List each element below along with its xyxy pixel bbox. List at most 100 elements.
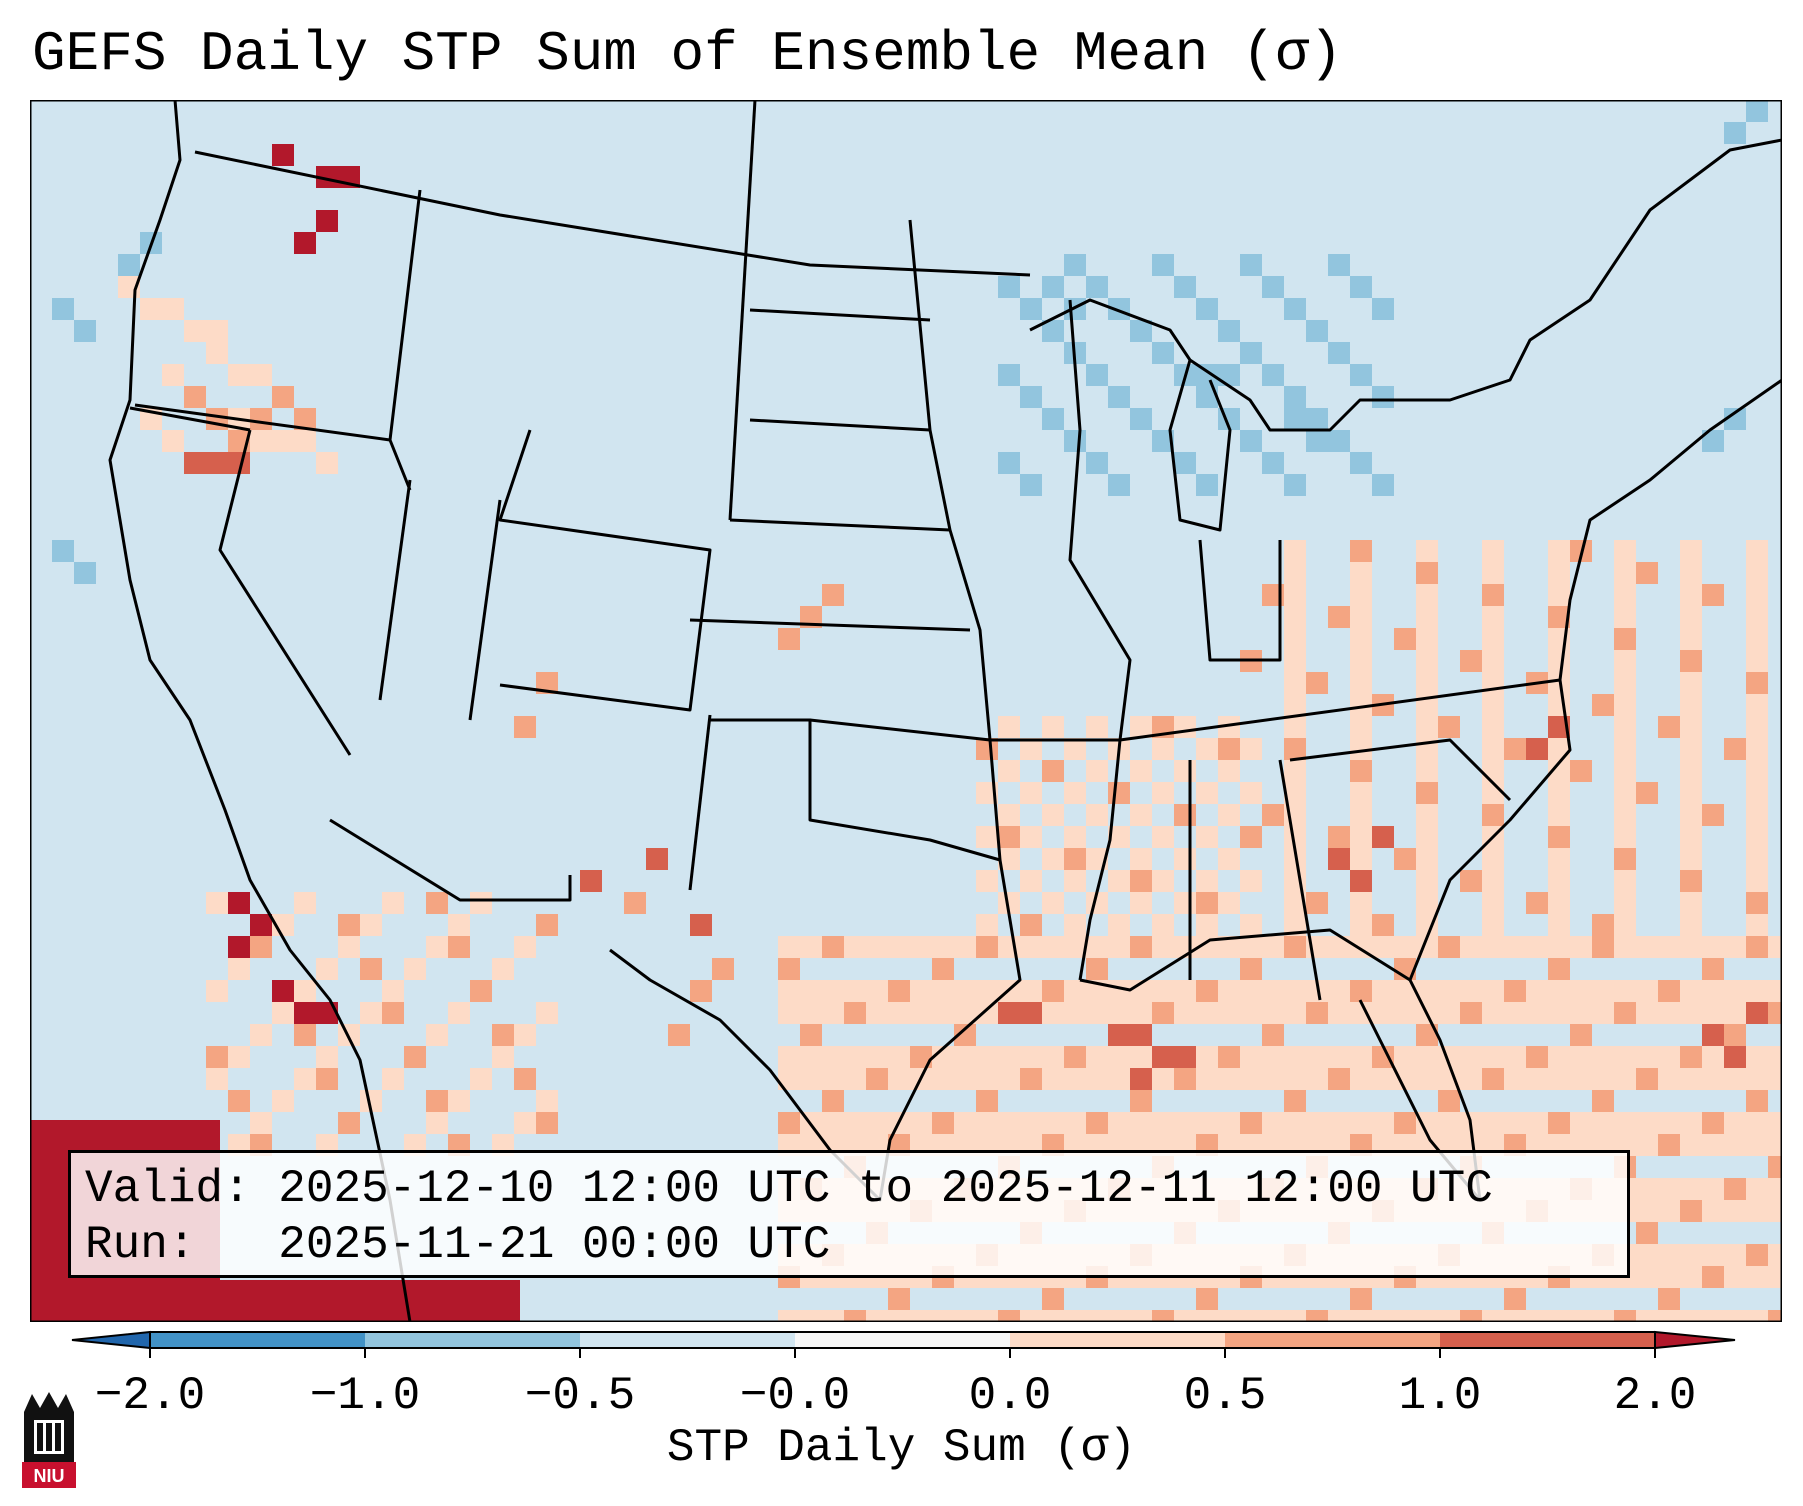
anomaly-cell xyxy=(1196,474,1218,496)
anomaly-cell xyxy=(866,1112,888,1134)
anomaly-cell xyxy=(1284,650,1306,672)
anomaly-cell xyxy=(778,1068,800,1090)
anomaly-cell xyxy=(1350,364,1372,386)
anomaly-cell xyxy=(1526,1112,1548,1134)
anomaly-cell xyxy=(624,892,646,914)
anomaly-cell xyxy=(1328,1002,1350,1024)
anomaly-cell xyxy=(1592,980,1614,1002)
anomaly-cell xyxy=(1548,1002,1570,1024)
anomaly-cell xyxy=(360,958,382,980)
anomaly-cell xyxy=(492,1046,514,1068)
anomaly-cell xyxy=(470,980,492,1002)
anomaly-cell xyxy=(1350,452,1372,474)
anomaly-cell xyxy=(1196,1002,1218,1024)
anomaly-cell xyxy=(1130,1310,1152,1322)
mississippi-river xyxy=(1068,299,1132,981)
anomaly-cell xyxy=(1702,1112,1724,1134)
anomaly-cell xyxy=(448,914,470,936)
anomaly-cell xyxy=(998,1046,1020,1068)
anomaly-cell xyxy=(1108,914,1130,936)
anomaly-cell xyxy=(1746,694,1768,716)
anomaly-cell xyxy=(228,958,250,980)
anomaly-cell xyxy=(1570,760,1592,782)
anomaly-cell xyxy=(1328,1112,1350,1134)
anomaly-cell xyxy=(998,1310,1020,1322)
anomaly-cell xyxy=(1372,914,1394,936)
anomaly-cell xyxy=(976,1310,998,1322)
anomaly-cell xyxy=(272,386,294,408)
anomaly-cell xyxy=(426,936,448,958)
anomaly-cell xyxy=(1482,650,1504,672)
anomaly-cell xyxy=(1284,386,1306,408)
anomaly-cell xyxy=(1680,1046,1702,1068)
anomaly-cell xyxy=(250,936,272,958)
anomaly-cell xyxy=(1240,1046,1262,1068)
anomaly-cell xyxy=(536,1002,558,1024)
anomaly-cell xyxy=(888,1046,910,1068)
colorbar-extend-high xyxy=(1654,1330,1736,1350)
anomaly-cell xyxy=(514,1068,536,1090)
gulf-coast xyxy=(1079,928,1411,992)
colorbar-tick-label: −2.0 xyxy=(95,1370,205,1420)
anomaly-cell xyxy=(228,1046,250,1068)
anomaly-cell xyxy=(1724,980,1746,1002)
anomaly-cell xyxy=(1614,584,1636,606)
anomaly-cell xyxy=(1064,914,1086,936)
east-coast xyxy=(1408,378,1782,981)
anomaly-cell xyxy=(866,936,888,958)
anomaly-cell xyxy=(1592,694,1614,716)
anomaly-cell xyxy=(1262,1068,1284,1090)
anomaly-cell xyxy=(1636,1222,1658,1244)
anomaly-cell xyxy=(976,914,998,936)
anomaly-cell xyxy=(1350,1046,1372,1068)
colorbar-tick-label: −1.0 xyxy=(310,1370,420,1420)
anomaly-cell xyxy=(1174,716,1196,738)
valid-label: Valid: xyxy=(85,1163,251,1215)
anomaly-cell xyxy=(1680,1134,1702,1156)
anomaly-cell xyxy=(448,1090,470,1112)
anomaly-cell xyxy=(1020,870,1042,892)
anomaly-cell xyxy=(1240,980,1262,1002)
anomaly-cell xyxy=(1724,1002,1746,1024)
kansas-line xyxy=(689,618,971,632)
anomaly-cell xyxy=(1020,1002,1042,1024)
anomaly-cell xyxy=(206,980,228,1002)
anomaly-cell xyxy=(1724,408,1746,430)
anomaly-cell xyxy=(1658,1200,1680,1222)
anomaly-cell xyxy=(1152,870,1174,892)
anomaly-cell xyxy=(74,562,96,584)
anomaly-cell xyxy=(1284,738,1306,760)
anomaly-cell xyxy=(1020,936,1042,958)
anomaly-cell xyxy=(1328,936,1350,958)
run-value: 2025-11-21 00:00 UTC xyxy=(278,1219,831,1271)
anomaly-cell xyxy=(1746,892,1768,914)
anomaly-cell xyxy=(1306,430,1328,452)
anomaly-cell xyxy=(822,1310,844,1322)
anomaly-cell xyxy=(1284,694,1306,716)
anomaly-cell xyxy=(888,1310,910,1322)
anomaly-cell xyxy=(1350,804,1372,826)
anomaly-cell xyxy=(1218,716,1240,738)
anomaly-cell xyxy=(1262,980,1284,1002)
anomaly-cell xyxy=(1020,1046,1042,1068)
anomaly-cell xyxy=(1658,1002,1680,1024)
anomaly-cell xyxy=(1614,914,1636,936)
anomaly-cell xyxy=(1064,782,1086,804)
anomaly-cell xyxy=(514,716,536,738)
anomaly-cell xyxy=(1174,848,1196,870)
anomaly-cell xyxy=(1746,760,1768,782)
anomaly-cell xyxy=(250,1024,272,1046)
anomaly-cell xyxy=(954,1068,976,1090)
anomaly-cell xyxy=(778,1112,800,1134)
anomaly-cell xyxy=(184,452,206,474)
anomaly-cell xyxy=(976,1068,998,1090)
anomaly-cell xyxy=(426,1112,448,1134)
anomaly-cell xyxy=(1306,320,1328,342)
anomaly-cell xyxy=(1548,914,1570,936)
anomaly-cell xyxy=(536,672,558,694)
anomaly-cell xyxy=(1504,1288,1526,1310)
niu-logo-icon: NIU xyxy=(22,1392,76,1488)
anomaly-cell xyxy=(888,980,910,1002)
anomaly-cell xyxy=(1658,1310,1680,1322)
anomaly-cell xyxy=(1218,1002,1240,1024)
